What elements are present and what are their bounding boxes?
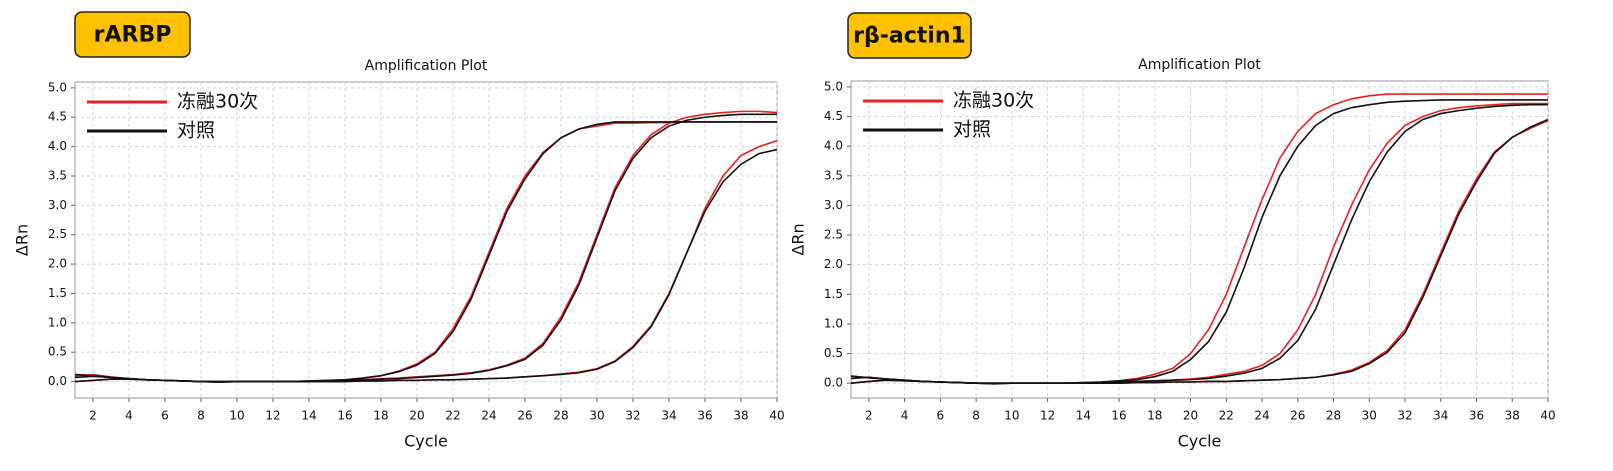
y-tick-label: 0.0 <box>824 376 843 390</box>
y-tick-label: 2.0 <box>824 257 843 271</box>
y-tick-label: 3.0 <box>48 198 67 212</box>
tag-label: rβ-actin1 <box>853 24 966 49</box>
x-tick-label: 22 <box>1219 409 1234 423</box>
x-tick-label: 38 <box>1505 409 1520 423</box>
tag-label: rARBP <box>94 23 172 48</box>
x-tick-label: 24 <box>1254 409 1269 423</box>
y-tick-label: 4.0 <box>824 139 843 153</box>
x-tick-label: 24 <box>481 409 496 423</box>
x-tick-label: 6 <box>161 409 169 423</box>
y-tick-label: 2.5 <box>48 227 67 241</box>
plot-area <box>74 81 778 399</box>
x-tick-label: 22 <box>445 409 460 423</box>
plot-area <box>850 80 1549 399</box>
tag-box <box>847 12 972 59</box>
y-tick-label: 0.0 <box>48 374 67 388</box>
legend-label: 冻融30次 <box>953 90 1034 112</box>
x-tick-label: 32 <box>1397 409 1412 423</box>
y-axis-label: ΔRn <box>789 223 808 255</box>
x-tick-label: 26 <box>1290 409 1305 423</box>
x-tick-label: 4 <box>125 409 133 423</box>
x-tick-label: 28 <box>553 409 568 423</box>
x-tick-label: 40 <box>769 409 784 423</box>
legend-label: 对照 <box>953 119 991 141</box>
y-tick-label: 0.5 <box>48 345 67 359</box>
x-tick-label: 30 <box>1362 409 1377 423</box>
y-tick-label: 1.5 <box>824 287 843 301</box>
y-axis-label: ΔRn <box>13 224 32 256</box>
y-tick-label: 0.5 <box>824 346 843 360</box>
y-tick-label: 2.5 <box>824 228 843 242</box>
x-tick-label: 36 <box>1469 409 1484 423</box>
y-tick-label: 1.0 <box>48 315 67 329</box>
x-tick-label: 16 <box>1111 409 1126 423</box>
x-tick-label: 10 <box>1004 409 1019 423</box>
x-tick-label: 12 <box>1040 409 1055 423</box>
legend-label: 对照 <box>177 120 215 142</box>
x-tick-label: 30 <box>589 409 604 423</box>
x-tick-label: 28 <box>1326 409 1341 423</box>
y-tick-label: 3.5 <box>48 168 67 182</box>
legend-label: 冻融30次 <box>177 91 258 113</box>
x-tick-label: 34 <box>1433 409 1448 423</box>
x-axis-label: Cycle <box>1178 432 1222 451</box>
x-tick-label: 14 <box>1076 409 1091 423</box>
y-tick-label: 4.5 <box>48 110 67 124</box>
y-tick-label: 4.5 <box>824 109 843 123</box>
x-tick-label: 20 <box>1183 409 1198 423</box>
x-tick-label: 16 <box>337 409 352 423</box>
y-tick-label: 5.0 <box>48 80 67 94</box>
x-tick-label: 38 <box>733 409 748 423</box>
x-tick-label: 18 <box>373 409 388 423</box>
x-tick-label: 36 <box>697 409 712 423</box>
y-tick-label: 1.5 <box>48 286 67 300</box>
tag-box <box>74 11 191 58</box>
x-tick-label: 32 <box>625 409 640 423</box>
x-tick-label: 26 <box>517 409 532 423</box>
chart-title: Amplification Plot <box>1138 57 1261 73</box>
y-tick-label: 2.0 <box>48 257 67 271</box>
amplification-curve <box>74 148 778 383</box>
x-tick-label: 2 <box>89 409 97 423</box>
x-tick-label: 10 <box>229 409 244 423</box>
y-tick-label: 3.0 <box>824 198 843 212</box>
x-tick-label: 34 <box>661 409 676 423</box>
x-tick-label: 6 <box>937 409 945 423</box>
chart-title: Amplification Plot <box>365 58 488 74</box>
x-tick-label: 20 <box>409 409 424 423</box>
x-tick-label: 14 <box>301 409 316 423</box>
x-tick-label: 18 <box>1147 409 1162 423</box>
y-tick-label: 3.5 <box>824 168 843 182</box>
y-tick-label: 4.0 <box>48 139 67 153</box>
x-axis-label: Cycle <box>404 432 448 451</box>
amplification-curve <box>850 118 1549 384</box>
x-tick-label: 40 <box>1540 409 1555 423</box>
y-tick-label: 5.0 <box>824 79 843 93</box>
x-tick-label: 2 <box>865 409 873 423</box>
x-tick-label: 4 <box>901 409 909 423</box>
x-tick-label: 12 <box>265 409 280 423</box>
x-tick-label: 8 <box>972 409 980 423</box>
y-tick-label: 1.0 <box>824 316 843 330</box>
x-tick-label: 8 <box>197 409 205 423</box>
